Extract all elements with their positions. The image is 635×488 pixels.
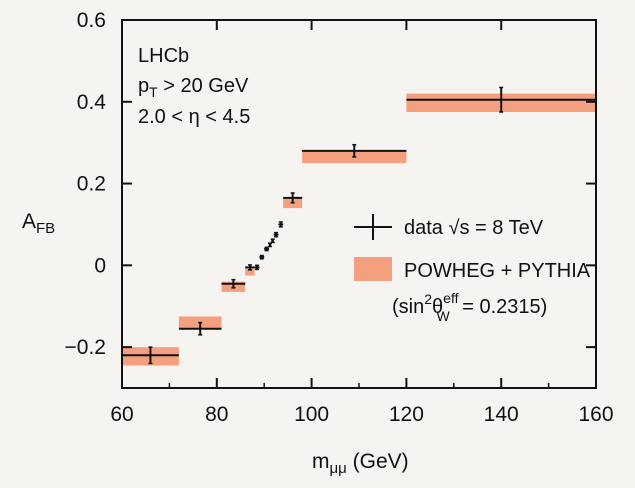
data-point xyxy=(278,221,284,228)
y-axis-label-sub: FB xyxy=(36,220,55,237)
data-point xyxy=(245,264,255,271)
experiment-label: LHCb xyxy=(138,45,189,67)
prediction-band xyxy=(245,268,255,276)
legend-prediction-label: POWHEG + PYTHIA xyxy=(404,260,591,282)
y-tick-label: 0.4 xyxy=(77,91,107,114)
pt-cut-sub: T xyxy=(149,84,158,100)
data-point xyxy=(259,254,265,260)
data-point xyxy=(122,346,179,365)
data-point xyxy=(270,238,275,244)
data-points xyxy=(122,86,596,365)
y-axis-label: AFB xyxy=(22,210,55,237)
data-point xyxy=(264,246,269,252)
x-tick-label: 100 xyxy=(294,403,329,426)
x-tick-label: 120 xyxy=(389,403,424,426)
data-point xyxy=(178,321,222,336)
legend-prediction-swatch xyxy=(354,257,392,281)
data-point xyxy=(273,231,279,238)
y-tick-label: 0 xyxy=(94,254,106,277)
legend-data-marker xyxy=(354,214,392,240)
plot-frame xyxy=(121,19,597,389)
x-tick-label: 60 xyxy=(110,403,133,426)
y-tick-label: −0.2 xyxy=(65,336,106,359)
x-tick-label: 160 xyxy=(578,403,613,426)
y-tick-label: 0.2 xyxy=(77,173,106,196)
x-axis-label: mμμ (GeV) xyxy=(312,450,409,477)
legend-prediction-param: (sin2θeff W = 0.2315) xyxy=(392,290,547,324)
axis-ticks: 60 80 100 120 140 160 −0.2 0 0.2 0.4 0.6 xyxy=(65,9,614,426)
x-axis-label-sub: μμ xyxy=(330,460,347,477)
x-tick-label: 80 xyxy=(205,403,228,426)
pt-cut-label: pT > 20 GeV xyxy=(138,75,249,100)
y-tick-label: 0.6 xyxy=(77,9,106,32)
eta-cut-label: 2.0 < η < 4.5 xyxy=(138,106,250,128)
data-point xyxy=(406,86,596,113)
data-point xyxy=(267,242,272,248)
legend: data √s = 8 TeV POWHEG + PYTHIA (sin2θef… xyxy=(354,214,591,324)
legend-data-label: data √s = 8 TeV xyxy=(404,217,544,239)
x-tick-label: 140 xyxy=(484,403,519,426)
data-point xyxy=(302,143,407,158)
data-point xyxy=(283,192,303,204)
data-point xyxy=(221,278,246,289)
data-point xyxy=(254,264,260,271)
